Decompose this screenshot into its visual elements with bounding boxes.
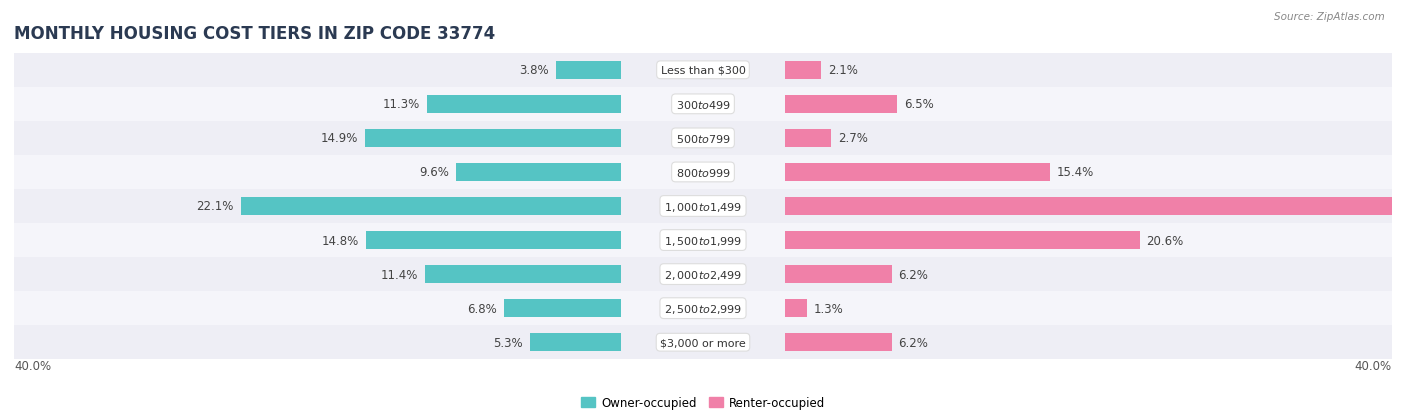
Text: 40.0%: 40.0%: [1355, 359, 1392, 373]
Bar: [785, 266, 891, 283]
Bar: [785, 164, 1050, 181]
Text: 6.2%: 6.2%: [898, 336, 928, 349]
Text: 3.8%: 3.8%: [519, 64, 548, 77]
Text: 2.7%: 2.7%: [838, 132, 868, 145]
Text: 15.4%: 15.4%: [1057, 166, 1094, 179]
Text: $1,500 to $1,999: $1,500 to $1,999: [664, 234, 742, 247]
Text: 11.3%: 11.3%: [382, 98, 419, 111]
Text: $3,000 or more: $3,000 or more: [661, 337, 745, 347]
Bar: [785, 198, 1405, 215]
Bar: [14, 325, 1392, 359]
Bar: [364, 130, 621, 147]
Text: 9.6%: 9.6%: [419, 166, 449, 179]
Text: 22.1%: 22.1%: [197, 200, 233, 213]
Bar: [14, 121, 1392, 156]
Bar: [240, 198, 621, 215]
Bar: [14, 54, 1392, 88]
Bar: [555, 62, 621, 79]
Bar: [14, 190, 1392, 223]
Bar: [14, 156, 1392, 190]
Text: 14.9%: 14.9%: [321, 132, 357, 145]
Bar: [367, 232, 621, 249]
Bar: [785, 96, 897, 114]
Bar: [14, 257, 1392, 292]
Bar: [14, 88, 1392, 121]
Text: Source: ZipAtlas.com: Source: ZipAtlas.com: [1274, 12, 1385, 22]
Bar: [785, 299, 807, 317]
Text: $300 to $499: $300 to $499: [675, 99, 731, 111]
Text: MONTHLY HOUSING COST TIERS IN ZIP CODE 33774: MONTHLY HOUSING COST TIERS IN ZIP CODE 3…: [14, 24, 495, 43]
Text: 40.0%: 40.0%: [14, 359, 51, 373]
Text: $800 to $999: $800 to $999: [675, 166, 731, 178]
Text: 20.6%: 20.6%: [1146, 234, 1184, 247]
Bar: [785, 62, 821, 79]
Bar: [785, 232, 1140, 249]
Bar: [426, 96, 621, 114]
Text: 6.2%: 6.2%: [898, 268, 928, 281]
Text: $500 to $799: $500 to $799: [675, 133, 731, 145]
Text: 1.3%: 1.3%: [814, 302, 844, 315]
Legend: Owner-occupied, Renter-occupied: Owner-occupied, Renter-occupied: [576, 392, 830, 413]
Text: 11.4%: 11.4%: [381, 268, 418, 281]
Bar: [425, 266, 621, 283]
Text: 6.8%: 6.8%: [467, 302, 498, 315]
Text: $1,000 to $1,499: $1,000 to $1,499: [664, 200, 742, 213]
Text: 2.1%: 2.1%: [828, 64, 858, 77]
Text: 6.5%: 6.5%: [904, 98, 934, 111]
Text: Less than $300: Less than $300: [661, 66, 745, 76]
Bar: [14, 223, 1392, 257]
Bar: [456, 164, 621, 181]
Text: $2,500 to $2,999: $2,500 to $2,999: [664, 302, 742, 315]
Bar: [14, 292, 1392, 325]
Text: $2,000 to $2,499: $2,000 to $2,499: [664, 268, 742, 281]
Bar: [785, 334, 891, 351]
Bar: [530, 334, 621, 351]
Text: 14.8%: 14.8%: [322, 234, 360, 247]
Text: 5.3%: 5.3%: [494, 336, 523, 349]
Bar: [505, 299, 621, 317]
Bar: [785, 130, 831, 147]
